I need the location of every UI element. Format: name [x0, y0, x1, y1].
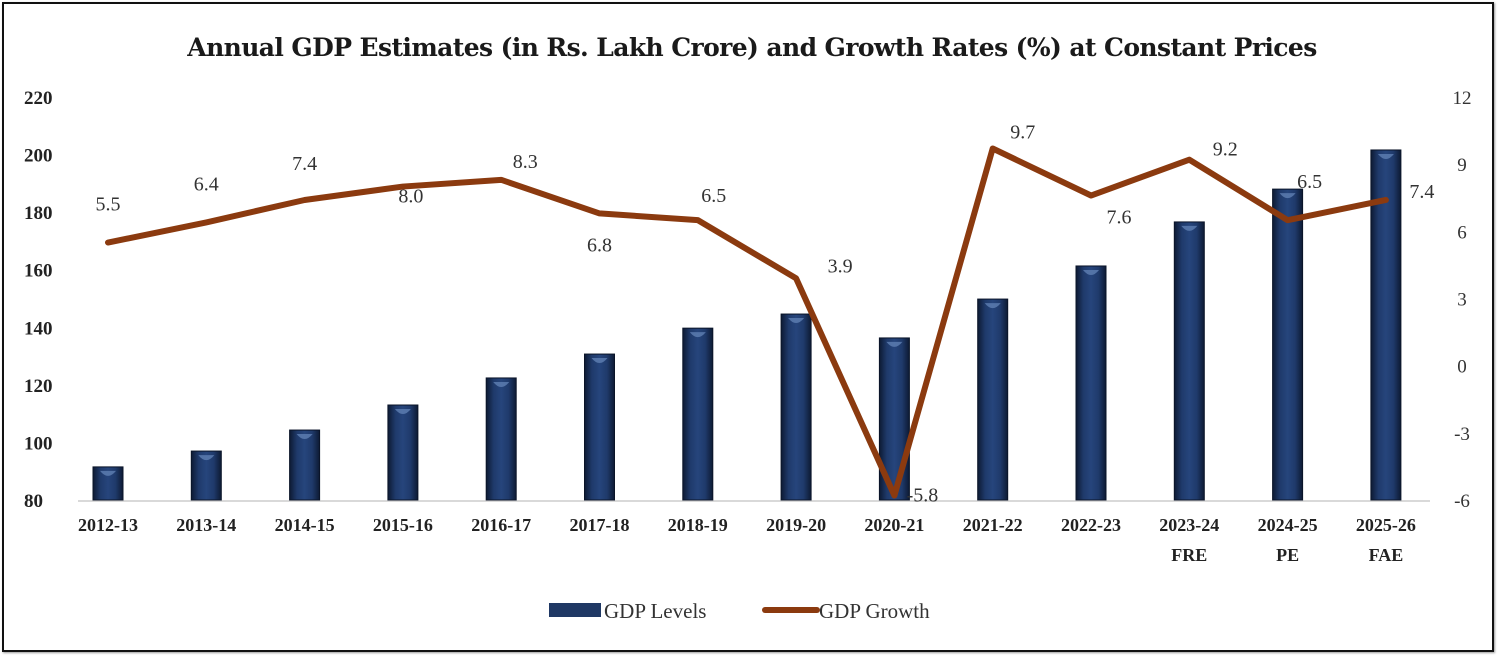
bar-highlight	[984, 303, 1001, 309]
growth-data-label: 9.7	[1010, 121, 1035, 143]
x-tick-label: 2025-26	[1356, 515, 1416, 535]
right-tick-label: 3	[1457, 290, 1467, 311]
x-tick-label: 2017-18	[570, 515, 630, 535]
chart-title: Annual GDP Estimates (in Rs. Lakh Crore)…	[186, 33, 1317, 62]
left-tick-label: 220	[24, 88, 53, 109]
growth-data-label: 7.6	[1107, 207, 1132, 229]
bar-gdp-level	[485, 377, 517, 501]
legend-swatch-gdp-levels	[549, 603, 601, 617]
x-axis: 2012-13 2013-14 2014-15 2015-16 2016-17 2017-…	[78, 515, 1416, 565]
right-tick-label: -6	[1454, 491, 1470, 512]
legend: GDP Levels GDP Growth	[549, 599, 930, 623]
x-tick-label: 2018-19	[668, 515, 728, 535]
bar-highlight	[1279, 193, 1296, 199]
bar-gdp-level	[780, 313, 812, 501]
x-tick-label: 2023-24	[1159, 515, 1219, 535]
x-tick-label: FRE	[1171, 545, 1207, 565]
bar-gdp-level	[1272, 188, 1304, 501]
x-tick-label: 2019-20	[766, 515, 826, 535]
bar-highlight	[394, 409, 411, 415]
bar-highlight	[493, 381, 510, 387]
bar-gdp-level	[1370, 149, 1402, 501]
bars-series	[92, 149, 1402, 501]
left-tick-label: 80	[24, 491, 43, 512]
growth-data-label: 9.2	[1213, 139, 1238, 161]
left-tick-label: 140	[24, 318, 53, 339]
growth-data-label: -5.8	[907, 485, 939, 507]
growth-data-label: 7.4	[1409, 181, 1434, 203]
left-tick-label: 100	[24, 433, 53, 454]
x-tick-label: 2014-15	[275, 515, 335, 535]
growth-data-label: 5.5	[96, 194, 121, 216]
x-tick-label: FAE	[1369, 545, 1404, 565]
growth-data-label: 3.9	[828, 255, 853, 277]
bar-highlight	[1083, 269, 1099, 275]
x-tick-label: 2022-23	[1061, 515, 1121, 535]
growth-data-label: 6.4	[194, 173, 219, 195]
growth-line	[105, 145, 1389, 499]
right-tick-label: 0	[1457, 357, 1467, 378]
growth-data-labels: 5.5 6.4 7.4 8.0 8.3 6.8 6.5 3.9 -5.8 9.7 7.6 9.2 6.5…	[96, 121, 1435, 506]
x-tick-label: 2021-22	[963, 515, 1023, 535]
bar-highlight	[788, 318, 805, 324]
bar-gdp-level	[1075, 265, 1107, 501]
left-tick-label: 120	[24, 376, 53, 397]
growth-data-label: 6.5	[1297, 171, 1322, 193]
growth-data-label: 8.0	[398, 186, 423, 208]
bar-gdp-level	[289, 429, 321, 501]
bar-highlight	[296, 434, 313, 440]
legend-label-gdp-levels: GDP Levels	[604, 599, 706, 623]
right-axis: 12 9 6 3 0 -3 -6	[1453, 88, 1472, 512]
x-tick-label: 2015-16	[373, 515, 433, 535]
left-tick-label: 160	[24, 261, 53, 282]
bar-highlight	[689, 332, 706, 338]
x-tick-label: 2020-21	[864, 515, 924, 535]
bar-highlight	[591, 358, 608, 364]
right-tick-label: 6	[1457, 222, 1467, 243]
growth-data-label: 6.8	[587, 234, 612, 256]
bar-gdp-level	[387, 404, 419, 501]
growth-data-label: 7.4	[292, 153, 317, 175]
bar-highlight	[1181, 225, 1198, 231]
bar-gdp-level	[682, 327, 714, 501]
right-tick-label: 12	[1453, 88, 1472, 109]
right-tick-label: 9	[1457, 155, 1467, 176]
growth-data-label: 6.5	[701, 185, 726, 207]
right-tick-label: -3	[1454, 424, 1470, 445]
x-tick-label: PE	[1276, 545, 1299, 565]
bar-gdp-level	[584, 353, 615, 501]
x-tick-label: 2013-14	[176, 515, 236, 535]
legend-label-gdp-growth: GDP Growth	[819, 599, 930, 623]
left-axis: 220 200 180 160 140 120 100 80	[24, 88, 53, 512]
x-tick-label: 2012-13	[78, 515, 138, 535]
x-tick-label: 2024-25	[1258, 515, 1318, 535]
bar-highlight	[100, 470, 116, 476]
left-tick-label: 180	[24, 203, 53, 224]
bar-highlight	[1377, 153, 1394, 159]
bar-highlight	[198, 455, 215, 461]
bar-gdp-level	[1173, 221, 1205, 501]
bar-gdp-level	[977, 298, 1009, 501]
x-tick-label: 2016-17	[471, 515, 531, 535]
left-tick-label: 200	[24, 146, 53, 167]
growth-data-label: 8.3	[513, 151, 538, 173]
bar-highlight	[886, 341, 903, 347]
